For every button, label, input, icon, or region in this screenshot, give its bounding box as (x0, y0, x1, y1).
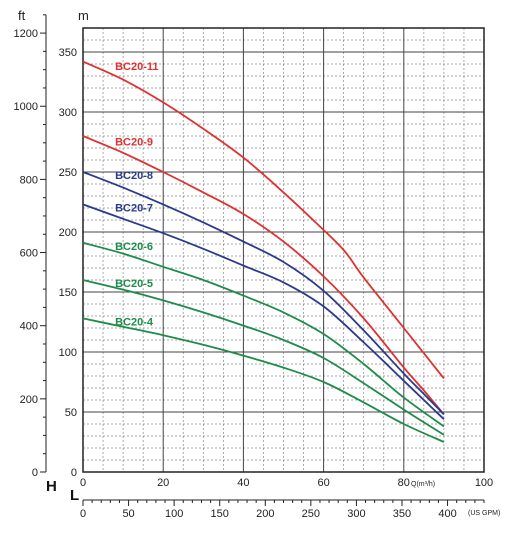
series-line-bc20-7 (82, 203, 445, 420)
x-secondary-unit: (US GPM) (468, 510, 500, 517)
x-secondary-tick-label: 200 (256, 508, 274, 520)
x-secondary-tick-label: 50 (122, 508, 134, 520)
series-label-bc20-4: BC20-4 (115, 317, 154, 329)
series-label-bc20-11: BC20-11 (115, 61, 158, 73)
y-secondary-tick-label: 400 (20, 321, 38, 333)
y-secondary-tick-label: 800 (20, 174, 38, 186)
y-secondary-tick-label: 0 (32, 467, 38, 479)
series-label-bc20-9: BC20-9 (115, 137, 153, 149)
x-secondary-tick-label: 400 (438, 508, 456, 520)
y-main-tick-label: 50 (65, 407, 77, 419)
y-secondary-tick-label: 1000 (14, 101, 38, 113)
series-line-bc20-11 (82, 60, 445, 379)
y-main-tick-label: 0 (71, 467, 77, 479)
series-group: BC20-11 BC20-9 BC20-8 BC20-7 BC20-6 BC20-5 BC2… (82, 60, 445, 443)
y-main-tick-label: 250 (59, 167, 77, 179)
minor-grid (83, 27, 484, 472)
y-main-tick-label: 300 (59, 107, 77, 119)
x-secondary-tick-label: 300 (347, 508, 365, 520)
x-secondary-tick-label: 100 (165, 508, 183, 520)
series-line-bc20-9 (82, 135, 445, 415)
x-main-tick-label: 0 (80, 477, 86, 489)
x-main-tick-label: 60 (317, 477, 329, 489)
x-main-unit: Q(m³/h) (411, 481, 435, 488)
series-line-bc20-6 (82, 241, 445, 428)
y-main-tick-label: 100 (59, 347, 77, 359)
y-main-unit: m (78, 8, 89, 23)
x-secondary-tick-label: 250 (302, 508, 320, 520)
y-main-tick-label: 350 (59, 47, 77, 59)
plot-frame (82, 27, 485, 473)
y-secondary-unit: ft (18, 8, 26, 23)
x-main-tick-label: 40 (237, 477, 249, 489)
series-line-bc20-4 (82, 317, 445, 443)
x-main-tick-label: 20 (157, 477, 169, 489)
x-main-tick-label: 100 (475, 477, 493, 489)
y-secondary-tick-label: 200 (20, 394, 38, 406)
y-main-tick-label: 200 (59, 227, 77, 239)
series-line-bc20-5 (82, 279, 445, 436)
series-label-bc20-7: BC20-7 (115, 203, 153, 215)
series-label-bc20-8: BC20-8 (115, 170, 153, 182)
y-secondary-tick-label: 600 (20, 248, 38, 260)
y-secondary-tick-label: 1200 (14, 28, 38, 40)
x-secondary-tick-label: 150 (211, 508, 229, 520)
head-axis-letter: H (46, 478, 57, 495)
series-line-bc20-8 (82, 171, 445, 416)
x-secondary-tick-label: 0 (80, 508, 86, 520)
series-label-bc20-6: BC20-6 (115, 241, 153, 253)
y-main-tick-label: 150 (59, 287, 77, 299)
series-label-bc20-5: BC20-5 (115, 278, 153, 290)
x-main-tick-label: 80 (398, 477, 410, 489)
axes: 0501001502002503003500200400600800100012… (14, 14, 493, 520)
flow-axis-letter: L (70, 487, 79, 504)
x-secondary-tick-label: 350 (393, 508, 411, 520)
